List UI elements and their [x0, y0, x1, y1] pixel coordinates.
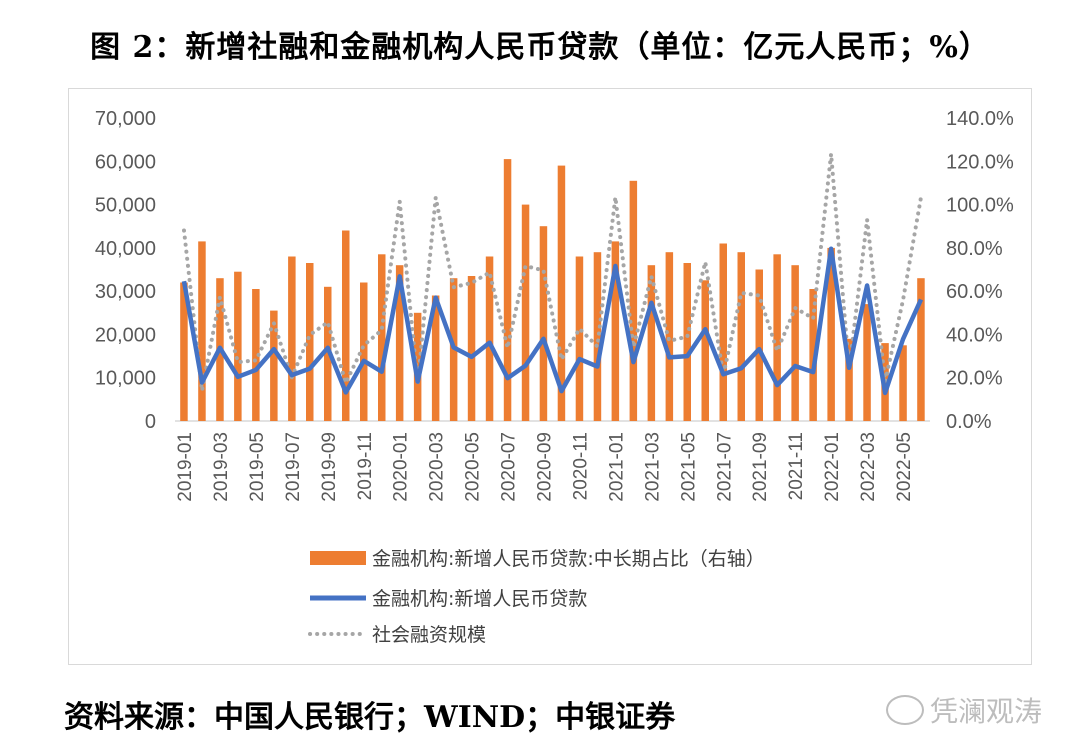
x-tick-label: 2022-01 — [822, 432, 843, 502]
bar — [575, 256, 584, 421]
watermark: 凭澜观涛 — [885, 690, 1042, 730]
bar — [342, 230, 350, 421]
series-line-new-loans — [181, 246, 924, 396]
chart-title: 图 2：新增社融和金融机构人民币贷款（单位：亿元人民币；%） — [90, 30, 990, 65]
bar — [324, 286, 332, 421]
series-line-social-financing — [182, 151, 923, 393]
bar — [737, 252, 745, 421]
x-tick-label: 2019-05 — [247, 432, 268, 502]
bar — [647, 265, 656, 421]
x-tick-label: 2020-11 — [570, 432, 591, 500]
x-tick-label: 2020-01 — [391, 432, 412, 502]
left-axis-tick-label: 40,000 — [95, 238, 156, 260]
bar — [593, 252, 602, 421]
bar — [234, 271, 242, 421]
bar — [791, 265, 799, 421]
x-tick-label: 2019-09 — [319, 432, 340, 502]
left-axis-tick-label: 70,000 — [95, 108, 156, 130]
legend-label: 金融机构:新增人民币贷款:中长期占比（右轴） — [372, 548, 765, 570]
x-tick-label: 2020-03 — [427, 432, 448, 502]
right-axis-tick-label: 80.0% — [946, 238, 1003, 260]
bar — [539, 226, 548, 421]
right-axis-tick-label: 120.0% — [946, 151, 1014, 173]
bar — [845, 338, 853, 421]
chart-frame — [68, 88, 1032, 665]
bar — [701, 280, 709, 421]
bar — [755, 269, 763, 421]
left-axis-tick-label: 10,000 — [95, 368, 156, 390]
right-axis-tick-label: 60.0% — [946, 281, 1003, 303]
x-tick-label: 2022-03 — [858, 432, 879, 502]
x-tick-label: 2019-03 — [211, 432, 232, 502]
bar — [611, 241, 620, 421]
bar — [899, 345, 907, 422]
bar — [827, 247, 835, 421]
wechat-icon — [885, 695, 924, 725]
left-axis-tick-label: 0 — [145, 411, 156, 433]
left-axis-tick-label: 50,000 — [95, 195, 156, 217]
bar — [198, 241, 206, 421]
bar — [665, 252, 674, 421]
left-axis-tick-label: 20,000 — [95, 324, 156, 346]
bar — [521, 204, 530, 421]
x-tick-label: 2019-11 — [355, 432, 376, 500]
right-axis-tick-label: 20.0% — [946, 368, 1003, 390]
legend-label: 金融机构:新增人民币贷款 — [372, 588, 587, 610]
bar — [360, 282, 368, 421]
bar — [863, 304, 871, 421]
x-tick-label: 2021-03 — [642, 432, 663, 502]
left-axis-tick-label: 60,000 — [95, 151, 156, 173]
left-axis-tick-label: 30,000 — [95, 281, 156, 303]
right-axis-tick-label: 40.0% — [946, 324, 1003, 346]
bar — [719, 243, 727, 421]
x-tick-label: 2019-07 — [283, 432, 304, 502]
bar — [629, 180, 638, 421]
bar — [378, 254, 386, 421]
bar — [503, 159, 512, 421]
bar — [557, 165, 566, 421]
bar — [252, 289, 260, 421]
right-axis-tick-label: 0.0% — [946, 411, 992, 433]
x-tick-label: 2020-07 — [499, 432, 520, 502]
bar — [467, 276, 476, 421]
bar — [180, 282, 188, 421]
legend-label: 社会融资规模 — [372, 624, 486, 646]
bar — [431, 295, 440, 421]
x-tick-label: 2020-09 — [535, 432, 556, 502]
right-axis-tick-label: 140.0% — [946, 108, 1014, 130]
bar — [395, 265, 404, 421]
bar — [288, 256, 296, 421]
bar — [306, 263, 314, 421]
bar — [809, 289, 817, 421]
x-tick-label: 2021-05 — [678, 432, 699, 502]
bar — [270, 310, 278, 421]
legend-swatch-bar — [310, 551, 366, 565]
x-tick-label: 2021-07 — [714, 432, 735, 502]
bar — [683, 263, 691, 421]
x-tick-label: 2022-05 — [894, 432, 915, 502]
bar — [917, 278, 925, 421]
watermark-text: 凭澜观涛 — [929, 695, 1042, 728]
bar — [773, 254, 781, 421]
x-tick-label: 2019-01 — [175, 432, 196, 502]
x-tick-label: 2021-11 — [786, 432, 807, 500]
source-note: 资料来源：中国人民银行；WIND；中银证券 — [64, 700, 676, 735]
right-axis-tick-label: 100.0% — [946, 195, 1014, 217]
x-tick-label: 2021-09 — [750, 432, 771, 502]
x-tick-label: 2021-01 — [606, 432, 627, 502]
bar — [485, 256, 494, 421]
x-tick-label: 2020-05 — [463, 432, 484, 502]
